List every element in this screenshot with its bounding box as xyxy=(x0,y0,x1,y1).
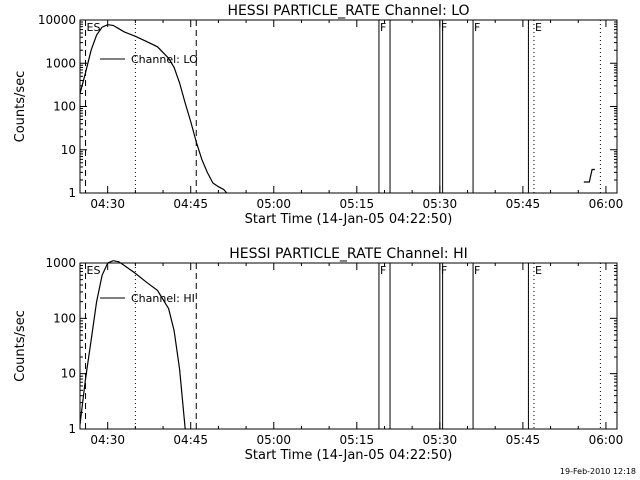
panel1-y-tick-label: 10 xyxy=(61,143,76,157)
panel2-frame xyxy=(79,262,618,430)
panel1-event-marker-label: ES xyxy=(87,21,101,34)
panel2-event-marker-label: F xyxy=(441,264,447,277)
panel1-y-tick-label: 100 xyxy=(53,100,76,114)
panel2-event-marker-label: E xyxy=(535,264,542,277)
panel2-x-tick-label: 04:45 xyxy=(173,433,208,447)
panel1-x-tick-label: 04:45 xyxy=(173,197,208,211)
panel2-y-tick-label: 1 xyxy=(68,422,76,436)
panel1-event-marker-label: F xyxy=(474,21,480,34)
panel2-event-marker-label: F xyxy=(474,264,480,277)
panel1-event-marker-label: E xyxy=(535,21,542,34)
panel1-x-tick-label: 05:30 xyxy=(423,197,458,211)
panel1-frame xyxy=(79,19,618,194)
panel2-title: HESSI PARTICLE_RATE Channel: HI xyxy=(229,246,467,262)
panel2-x-tick-label: 05:30 xyxy=(423,433,458,447)
panel1-y-tick-label: 1000 xyxy=(45,56,76,70)
panel2-y-tick-label: 10 xyxy=(61,367,76,381)
panel1-y-axis-label: Counts/sec xyxy=(13,71,28,143)
panel1-series-line xyxy=(583,168,595,183)
panel2-series-line xyxy=(79,260,186,430)
panel2-legend-label: Channel: HI xyxy=(131,292,195,305)
panel2-x-axis-label: Start Time (14-Jan-05 04:22:50) xyxy=(245,448,453,463)
panel2-x-tick-label: 05:00 xyxy=(256,433,291,447)
panel1-x-tick-label: 06:00 xyxy=(589,197,624,211)
footer-timestamp: 19-Feb-2010 12:18 xyxy=(559,467,636,476)
panel2-y-axis-label: Counts/sec xyxy=(13,310,28,382)
panel1-series-line xyxy=(79,24,228,194)
panel1-legend-label: Channel: LO xyxy=(131,53,198,66)
panel1-title: HESSI PARTICLE_RATE Channel: LO xyxy=(227,3,469,19)
panel1-event-marker-label: F xyxy=(441,21,447,34)
panel2-y-tick-label: 1000 xyxy=(45,256,76,270)
panel2-x-tick-label: 06:00 xyxy=(589,433,624,447)
panel1-event-marker-label: F xyxy=(380,21,386,34)
panel1-x-axis-label: Start Time (14-Jan-05 04:22:50) xyxy=(245,212,453,227)
panel1-x-tick-label: 05:15 xyxy=(340,197,375,211)
panel2-x-tick-label: 04:30 xyxy=(90,433,125,447)
panel2-x-tick-label: 05:15 xyxy=(340,433,375,447)
panel1-x-tick-label: 05:45 xyxy=(506,197,541,211)
panel1-y-tick-label: 10000 xyxy=(38,13,76,27)
panel2-event-marker-label: ES xyxy=(87,264,101,277)
panel1-y-tick-label: 1 xyxy=(68,186,76,200)
panel2-x-tick-label: 05:45 xyxy=(506,433,541,447)
panel1-x-tick-label: 05:00 xyxy=(256,197,291,211)
panel2-y-tick-label: 100 xyxy=(53,311,76,325)
panel2-event-marker-label: F xyxy=(380,264,386,277)
panel1-x-tick-label: 04:30 xyxy=(90,197,125,211)
